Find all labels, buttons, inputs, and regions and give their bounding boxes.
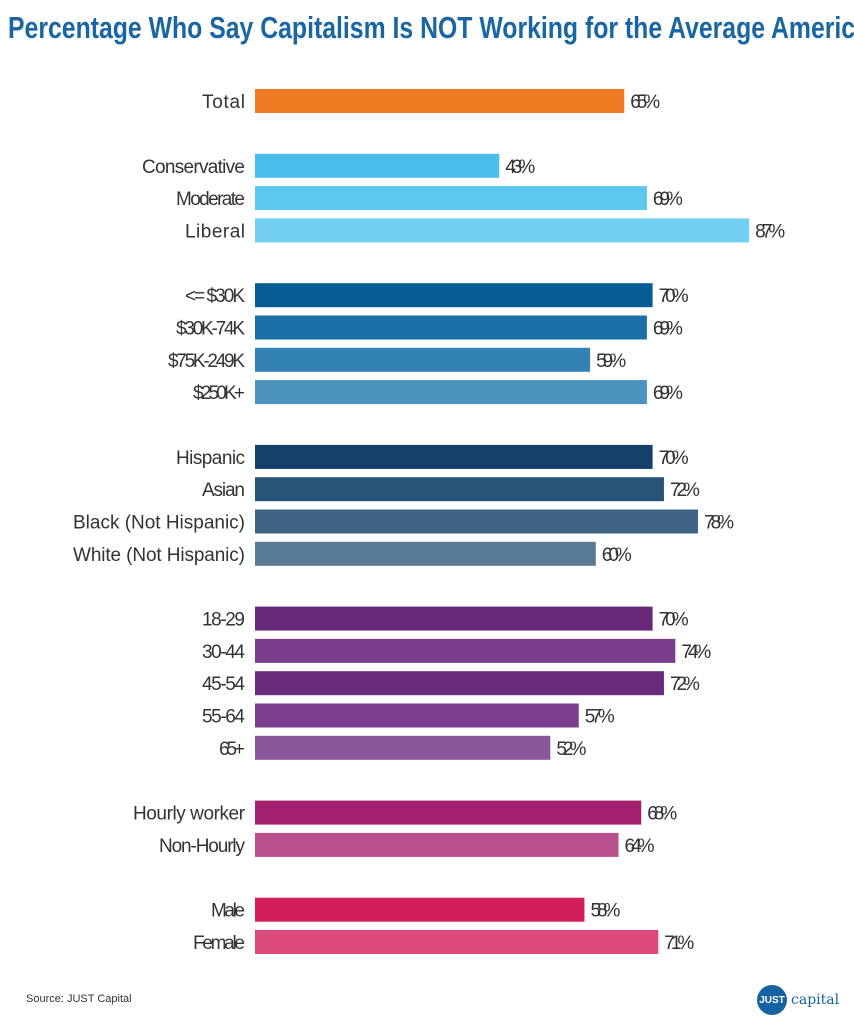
value-label: 78% <box>704 513 734 534</box>
value-label: 72% <box>670 674 700 695</box>
value-label: 57% <box>585 707 615 728</box>
category-label: $30K-74K <box>176 319 245 340</box>
bar <box>255 897 585 922</box>
value-label: 74% <box>681 642 711 663</box>
value-label: 71% <box>664 933 694 954</box>
category-label: 55-64 <box>202 707 245 728</box>
logo-mark: JUST <box>757 985 787 1015</box>
category-label: 65+ <box>219 739 245 760</box>
category-label: Black (Not Hispanic) <box>73 513 245 534</box>
bar <box>255 477 664 502</box>
logo-word: capital <box>791 992 840 1008</box>
bar <box>255 444 653 469</box>
bar <box>255 541 596 566</box>
bar <box>255 703 579 728</box>
category-label: <= $30K <box>185 286 245 307</box>
category-label: White (Not Hispanic) <box>73 545 245 566</box>
category-label: Male <box>211 901 245 922</box>
bar <box>255 186 647 211</box>
bar <box>255 735 551 760</box>
category-label: Female <box>193 933 245 954</box>
category-label: Hourly worker <box>133 804 246 825</box>
bar <box>255 89 625 113</box>
value-label: 70% <box>659 286 689 307</box>
category-label: Non-Hourly <box>159 836 246 857</box>
source-note: Source: JUST Capital <box>26 993 132 1005</box>
category-label: Asian <box>202 480 245 501</box>
bar <box>255 606 653 631</box>
category-label: $250K+ <box>193 383 245 404</box>
value-label: 52% <box>556 739 586 760</box>
category-label: 30-44 <box>202 642 245 663</box>
value-label: 68% <box>647 804 677 825</box>
value-label: 59% <box>596 351 626 372</box>
category-label: Conservative <box>142 157 245 178</box>
bar <box>255 638 676 663</box>
value-label: 69% <box>653 383 683 404</box>
bar <box>255 509 699 534</box>
category-label: 45-54 <box>202 674 245 695</box>
bar <box>255 380 647 405</box>
value-label: 65% <box>630 92 660 113</box>
bar <box>255 930 659 954</box>
category-label: Hispanic <box>176 448 245 469</box>
bar <box>255 832 619 857</box>
value-label: 43% <box>505 157 535 178</box>
bar <box>255 800 642 825</box>
value-label: 69% <box>653 189 683 210</box>
bar <box>255 283 653 308</box>
category-label: 18-29 <box>202 610 245 631</box>
value-label: 69% <box>653 319 683 340</box>
bar <box>255 315 647 340</box>
value-label: 70% <box>659 448 689 469</box>
value-label: 64% <box>625 836 655 857</box>
bar <box>255 153 500 178</box>
just-capital-logo: JUST capital <box>757 985 839 1015</box>
chart-title: Percentage Who Say Capitalism Is NOT Wor… <box>8 10 854 45</box>
value-label: 60% <box>602 545 632 566</box>
bar <box>255 671 664 696</box>
bar <box>255 218 750 243</box>
category-label: Total <box>202 92 245 113</box>
value-label: 70% <box>659 610 689 631</box>
value-label: 72% <box>670 480 700 501</box>
bar <box>255 347 591 372</box>
category-label: Moderate <box>176 189 245 210</box>
value-label: 58% <box>590 901 620 922</box>
category-label: Liberal <box>185 221 245 242</box>
value-label: 87% <box>755 221 785 242</box>
category-label: $75K-249K <box>168 351 245 372</box>
